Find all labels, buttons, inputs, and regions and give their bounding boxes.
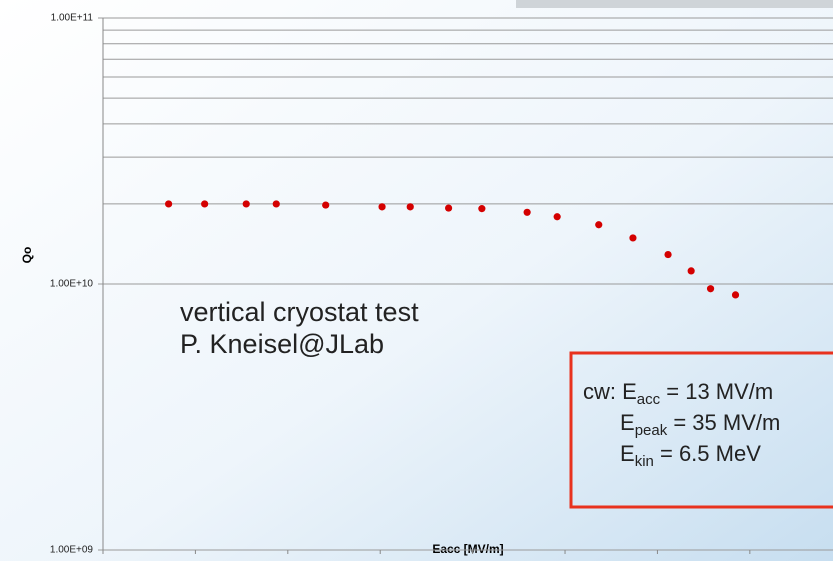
box-subscript: acc bbox=[637, 391, 661, 408]
box-line: Ekin = 6.5 MeV bbox=[620, 441, 761, 470]
data-point bbox=[629, 234, 637, 242]
data-point bbox=[406, 203, 414, 211]
box-subscript: peak bbox=[635, 422, 668, 439]
data-point bbox=[201, 200, 209, 208]
box-subscript: kin bbox=[635, 453, 654, 470]
y-axis-label: Qo bbox=[20, 247, 34, 264]
box-text: = 13 MV/m bbox=[660, 379, 773, 404]
x-axis-label: Eacc [MV/m] bbox=[432, 542, 503, 556]
data-point bbox=[444, 204, 453, 212]
box-line: cw: Eacc = 13 MV/m bbox=[583, 379, 773, 408]
y-tick-label: 1.00E+09 bbox=[50, 545, 94, 556]
box-text: = 35 MV/m bbox=[667, 410, 780, 435]
data-point bbox=[595, 221, 603, 229]
data-point bbox=[322, 201, 330, 209]
data-point bbox=[706, 285, 715, 293]
data-point bbox=[523, 208, 531, 216]
box-text: = 6.5 MeV bbox=[654, 441, 761, 466]
data-point bbox=[731, 291, 740, 299]
box-text: E bbox=[620, 410, 635, 435]
data-point bbox=[478, 205, 486, 213]
annotation: P. Kneisel@JLab bbox=[180, 329, 384, 359]
data-point bbox=[553, 213, 561, 221]
info-box bbox=[569, 351, 833, 509]
data-point bbox=[165, 200, 173, 208]
box-text: E bbox=[620, 441, 635, 466]
y-tick-label: 1.00E+11 bbox=[51, 13, 94, 24]
annotation: vertical cryostat test bbox=[180, 297, 419, 327]
data-point bbox=[687, 267, 695, 275]
box-line: Epeak = 35 MV/m bbox=[620, 410, 780, 439]
data-point bbox=[242, 200, 250, 208]
data-point bbox=[378, 203, 386, 211]
y-tick-label: 1.00E+10 bbox=[50, 279, 94, 290]
box-text: cw: E bbox=[583, 379, 637, 404]
data-point bbox=[272, 200, 280, 208]
data-point bbox=[664, 250, 672, 259]
photo-strip bbox=[516, 0, 833, 8]
